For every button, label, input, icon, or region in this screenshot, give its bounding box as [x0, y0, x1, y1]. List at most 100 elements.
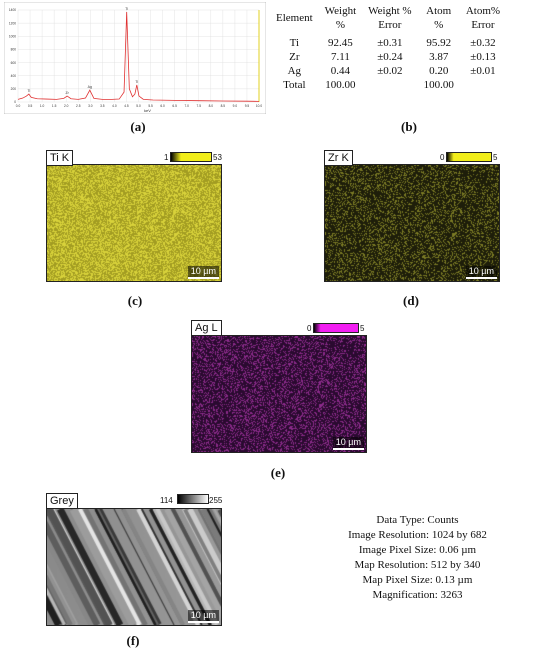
x-tick-label: 5.0 — [136, 104, 141, 108]
table-cell: 0.20 — [429, 65, 449, 77]
acquisition-info: Data Type: Counts Image Resolution: 1024… — [310, 513, 525, 603]
x-tick-label: 7.0 — [184, 104, 189, 108]
x-tick-label: 1.0 — [40, 104, 45, 108]
y-tick-label: 400 — [11, 74, 17, 78]
table-cell: 92.45 — [328, 37, 353, 49]
table-cell: 100.00 — [423, 79, 454, 91]
eds-spectrum-chart: 0 200 400 600 800 1000 1200 1400 0.0 0.5 1.0 1.5 2.0… — [3, 1, 267, 115]
peak-label: Ag — [88, 85, 92, 89]
table-row: Zr 7.11 ±0.24 3.87 ±0.13 — [270, 50, 506, 64]
x-tick-label: 2.5 — [76, 104, 81, 108]
x-tick-label: 9.5 — [245, 104, 250, 108]
y-tick-label: 1000 — [9, 34, 16, 38]
x-tick-label: 1.5 — [52, 104, 57, 108]
zr-k-tag: Zr K — [324, 150, 353, 166]
table-header: Atom — [426, 5, 452, 17]
table-header: Atom% — [465, 5, 501, 17]
panel-label-d: (d) — [403, 293, 419, 308]
spectrum-series — [17, 11, 260, 102]
info-line: Map Resolution: 512 by 340 — [354, 559, 481, 571]
table-cell: ±0.13 — [470, 51, 496, 63]
x-tick-label: 4.0 — [112, 104, 117, 108]
peak-label: Ti — [27, 89, 30, 93]
zr-scale-min: 0 — [440, 153, 445, 162]
zr-scale-max: 5 — [493, 153, 498, 162]
table-cell: ±0.32 — [470, 37, 496, 49]
table-cell: ±0.01 — [470, 65, 496, 77]
ti-scale-max: 53 — [213, 153, 222, 162]
info-line: Map Pixel Size: 0.13 µm — [362, 574, 473, 586]
grey-sem-image: 10 µm — [46, 508, 222, 626]
peak-label: Ti — [125, 7, 128, 11]
table-header-sub: % — [434, 19, 444, 31]
panel-label-c: (c) — [127, 293, 143, 308]
table-header: Weight % — [368, 5, 412, 17]
panel-label-a: (a) — [130, 119, 146, 134]
scale-bar: 10 µm — [332, 437, 364, 450]
table-cell: Total — [283, 79, 306, 91]
x-tick-label: 0.0 — [16, 104, 21, 108]
ag-scale-max: 5 — [360, 324, 365, 333]
x-axis-label: keV — [144, 108, 151, 113]
x-tick-label: 2.0 — [64, 104, 69, 108]
grey-tag: Grey — [46, 493, 78, 509]
y-tick-label: 0 — [14, 100, 16, 104]
table-row: Ag 0.44 ±0.02 0.20 ±0.01 — [270, 64, 506, 78]
peak-label: Zr — [66, 91, 70, 95]
y-tick-label: 600 — [11, 61, 17, 65]
x-tick-label: 0.5 — [28, 104, 33, 108]
info-line: Image Pixel Size: 0.06 µm — [358, 544, 477, 556]
table-cell: 95.92 — [426, 37, 452, 49]
grey-scale-max: 255 — [209, 496, 223, 505]
table-header: Weight — [324, 5, 357, 17]
table-header: Element — [276, 12, 313, 24]
x-tick-label: 9.0 — [233, 104, 238, 108]
x-tick-label: 7.5 — [197, 104, 202, 108]
table-cell: 0.44 — [330, 65, 351, 77]
x-tick-label: 3.5 — [100, 104, 105, 108]
spectrum-panel: 0 200 400 600 800 1000 1200 1400 0.0 0.5 1.0 1.5 2.0… — [3, 1, 267, 115]
x-tick-label: 6.5 — [172, 104, 177, 108]
ag-color-scale — [313, 323, 359, 333]
table-row: Ti 92.45 ±0.31 95.92 ±0.32 — [270, 36, 506, 50]
x-tick-label: 8.0 — [209, 104, 214, 108]
y-tick-label: 800 — [11, 48, 17, 52]
ti-scale-min: 1 — [164, 153, 169, 162]
ag-l-tag: Ag L — [191, 320, 222, 336]
table-header-sub: Error — [471, 19, 495, 31]
peak-label: Ti — [135, 80, 138, 84]
scale-bar: 10 µm — [187, 610, 219, 623]
grey-color-scale — [177, 494, 209, 504]
table-row: Total 100.00 100.00 — [270, 78, 506, 92]
grey-scale-min: 114 — [160, 496, 173, 505]
scale-bar: 10 µm — [187, 266, 219, 279]
panel-label-b: (b) — [401, 119, 417, 134]
ti-color-scale — [170, 152, 212, 162]
table-cell: ±0.02 — [377, 65, 403, 77]
ti-k-map: 10 µm — [46, 164, 222, 282]
table-cell — [460, 78, 506, 92]
table-cell: ±0.24 — [377, 51, 403, 63]
table-cell: Ag — [287, 65, 302, 77]
x-tick-label: 8.5 — [221, 104, 226, 108]
x-tick-label: 10.0 — [256, 104, 262, 108]
table-cell: 3.87 — [429, 51, 449, 63]
x-tick-label: 5.5 — [148, 104, 153, 108]
x-tick-label: 4.5 — [124, 104, 129, 108]
panel-label-f: (f) — [126, 633, 140, 648]
info-line: Data Type: Counts — [376, 514, 459, 526]
table-cell — [362, 78, 417, 92]
table-cell: 100.00 — [325, 79, 356, 91]
y-tick-label: 1200 — [9, 21, 16, 25]
ti-k-tag: Ti K — [46, 150, 74, 166]
table-cell: ±0.31 — [377, 37, 403, 49]
ag-l-map: 10 µm — [191, 335, 367, 453]
ag-scale-min: 0 — [307, 324, 312, 333]
table-header-sub: % — [335, 19, 345, 31]
info-line: Image Resolution: 1024 by 682 — [348, 529, 487, 541]
scale-bar: 10 µm — [465, 266, 497, 279]
table-cell: 7.11 — [330, 51, 350, 63]
table-header-sub: Error — [378, 19, 402, 31]
info-line: Magnification: 3263 — [372, 589, 463, 601]
panel-label-e: (e) — [270, 465, 286, 480]
